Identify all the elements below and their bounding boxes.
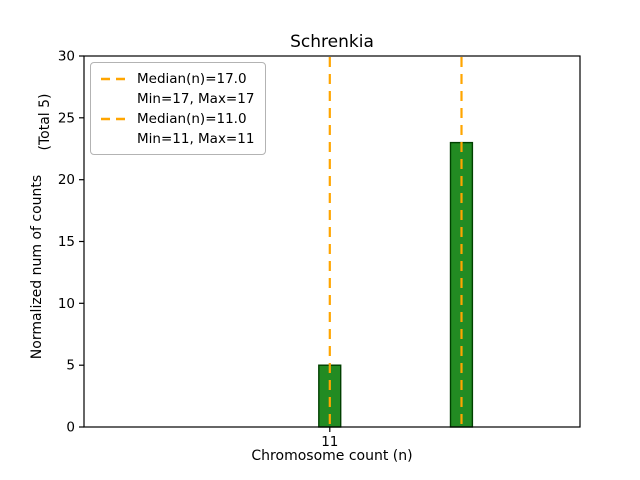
x-tick-label: 11 bbox=[321, 434, 338, 450]
legend-item: Min=17, Max=17 bbox=[100, 90, 254, 107]
y-tick-label: 10 bbox=[58, 296, 75, 312]
y-tick-label: 5 bbox=[66, 358, 75, 374]
legend-label: Median(n)=17.0 bbox=[137, 70, 247, 87]
y-axis-total-label: (Total 5) bbox=[37, 93, 53, 151]
legend: Median(n)=17.0 Min=17, Max=17 Median(n)=11… bbox=[90, 62, 267, 155]
legend-label: Min=17, Max=17 bbox=[137, 90, 255, 107]
y-tick-label: 20 bbox=[58, 172, 75, 188]
empty-marker bbox=[100, 97, 129, 101]
y-tick-label: 15 bbox=[58, 234, 75, 250]
y-tick-label: 30 bbox=[58, 49, 75, 65]
empty-marker bbox=[100, 137, 129, 141]
legend-item: Median(n)=11.0 bbox=[100, 110, 254, 127]
dashed-line-icon bbox=[100, 77, 129, 81]
y-axis-label: Normalized num of counts bbox=[29, 174, 45, 360]
x-axis-label: Chromosome count (n) bbox=[251, 448, 413, 464]
legend-label: Median(n)=11.0 bbox=[137, 110, 247, 127]
chart-title: Schrenkia bbox=[290, 32, 374, 52]
legend-label: Min=11, Max=11 bbox=[137, 130, 255, 147]
dash-sample-svg bbox=[101, 77, 128, 80]
dashed-line-icon bbox=[100, 117, 129, 121]
dash-sample-svg bbox=[101, 117, 128, 120]
y-tick-label: 0 bbox=[66, 420, 75, 436]
legend-item: Min=11, Max=11 bbox=[100, 130, 254, 147]
legend-item: Median(n)=17.0 bbox=[100, 70, 254, 87]
y-tick-label: 25 bbox=[58, 110, 75, 126]
